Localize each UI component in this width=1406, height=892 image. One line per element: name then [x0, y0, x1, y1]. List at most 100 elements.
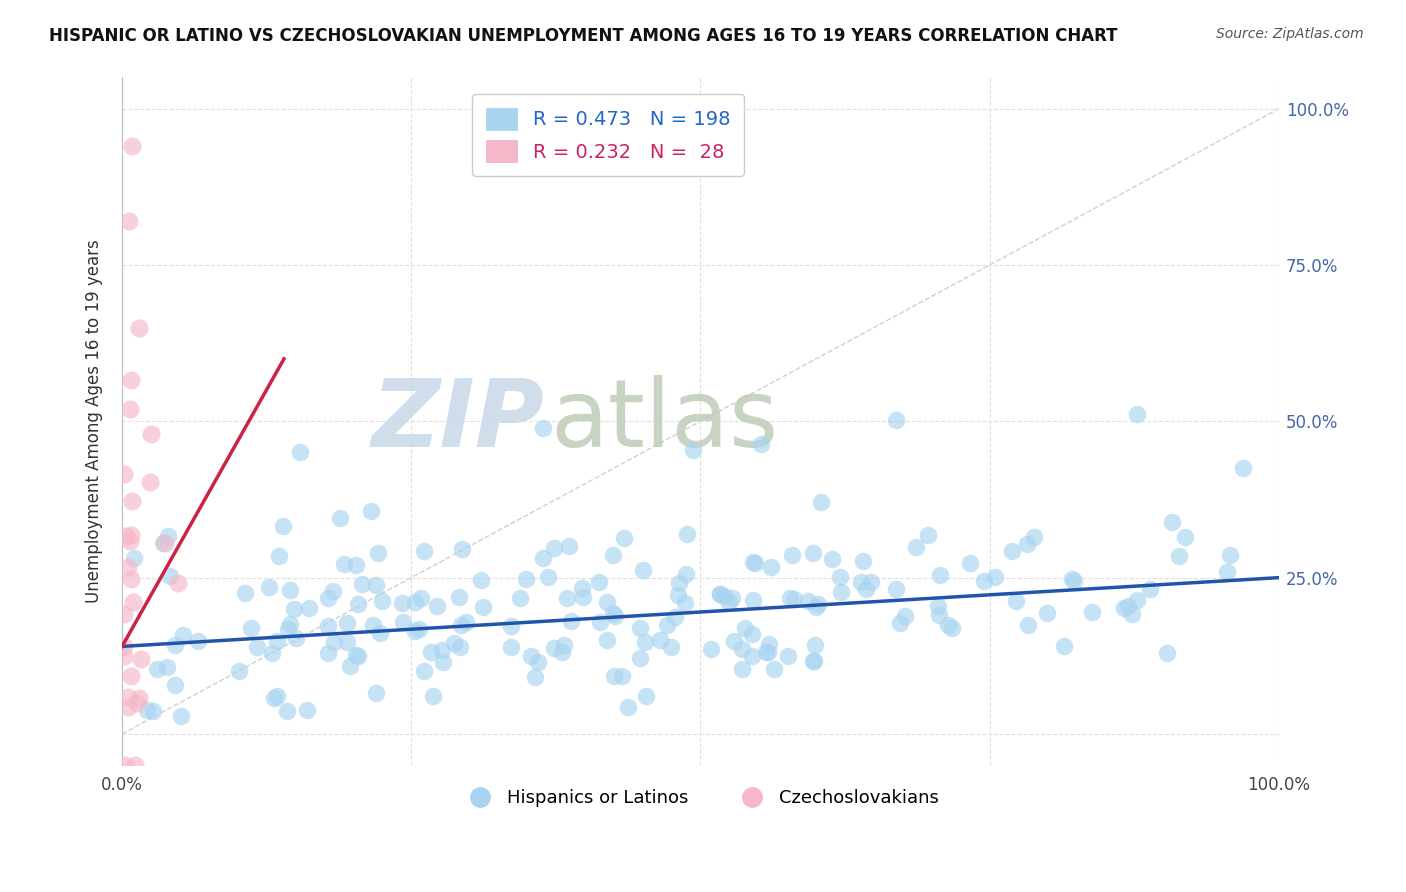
- Point: [283, 601, 305, 615]
- Point: [240, 622, 263, 636]
- Point: [276, 705, 298, 719]
- Point: [700, 642, 723, 657]
- Point: [531, 421, 554, 435]
- Point: [114, 758, 136, 772]
- Point: [135, 703, 157, 717]
- Point: [1174, 530, 1197, 544]
- Point: [1125, 592, 1147, 607]
- Point: [404, 595, 426, 609]
- Point: [412, 544, 434, 558]
- Point: [128, 320, 150, 334]
- Point: [628, 651, 651, 665]
- Point: [120, 373, 142, 387]
- Point: [758, 637, 780, 651]
- Point: [676, 526, 699, 541]
- Point: [634, 635, 657, 649]
- Point: [122, 595, 145, 609]
- Point: [713, 590, 735, 604]
- Point: [121, 139, 143, 153]
- Point: [602, 606, 624, 620]
- Point: [721, 591, 744, 605]
- Text: ZIP: ZIP: [371, 376, 544, 467]
- Point: [298, 600, 321, 615]
- Point: [780, 549, 803, 563]
- Point: [316, 591, 339, 606]
- Point: [603, 669, 626, 683]
- Point: [288, 445, 311, 459]
- Point: [152, 536, 174, 550]
- Point: [603, 608, 626, 623]
- Point: [543, 541, 565, 555]
- Point: [266, 634, 288, 648]
- Point: [344, 648, 367, 662]
- Point: [801, 654, 824, 668]
- Point: [709, 587, 731, 601]
- Point: [602, 548, 624, 562]
- Point: [322, 583, 344, 598]
- Point: [257, 580, 280, 594]
- Point: [163, 639, 186, 653]
- Point: [675, 566, 697, 581]
- Point: [128, 691, 150, 706]
- Point: [803, 639, 825, 653]
- Point: [422, 689, 444, 703]
- Point: [1161, 516, 1184, 530]
- Point: [318, 618, 340, 632]
- Point: [821, 552, 844, 566]
- Point: [163, 678, 186, 692]
- Point: [336, 635, 359, 649]
- Point: [650, 632, 672, 647]
- Point: [555, 591, 578, 605]
- Point: [558, 539, 581, 553]
- Point: [278, 616, 301, 631]
- Point: [329, 511, 352, 525]
- Point: [391, 596, 413, 610]
- Point: [741, 627, 763, 641]
- Point: [596, 633, 619, 648]
- Point: [159, 568, 181, 582]
- Point: [120, 669, 142, 683]
- Point: [664, 609, 686, 624]
- Point: [749, 437, 772, 451]
- Point: [668, 576, 690, 591]
- Point: [167, 575, 190, 590]
- Point: [959, 557, 981, 571]
- Text: Source: ZipAtlas.com: Source: ZipAtlas.com: [1216, 27, 1364, 41]
- Point: [859, 574, 882, 589]
- Text: atlas: atlas: [550, 376, 779, 467]
- Point: [744, 556, 766, 570]
- Point: [112, 607, 135, 621]
- Point: [260, 646, 283, 660]
- Point: [451, 542, 474, 557]
- Point: [571, 591, 593, 605]
- Point: [523, 670, 546, 684]
- Point: [612, 668, 634, 682]
- Point: [138, 475, 160, 490]
- Point: [520, 649, 543, 664]
- Point: [156, 529, 179, 543]
- Point: [263, 690, 285, 705]
- Point: [588, 615, 610, 630]
- Point: [741, 592, 763, 607]
- Point: [973, 574, 995, 588]
- Point: [371, 594, 394, 608]
- Point: [1017, 617, 1039, 632]
- Point: [613, 531, 636, 545]
- Point: [553, 638, 575, 652]
- Point: [1022, 530, 1045, 544]
- Point: [852, 554, 875, 568]
- Point: [117, 699, 139, 714]
- Point: [941, 621, 963, 635]
- Point: [245, 640, 267, 654]
- Point: [1004, 594, 1026, 608]
- Point: [526, 655, 548, 669]
- Point: [560, 615, 582, 629]
- Text: HISPANIC OR LATINO VS CZECHOSLOVAKIAN UNEMPLOYMENT AMONG AGES 16 TO 19 YEARS COR: HISPANIC OR LATINO VS CZECHOSLOVAKIAN UN…: [49, 27, 1118, 45]
- Point: [717, 595, 740, 609]
- Point: [501, 619, 523, 633]
- Point: [1139, 582, 1161, 596]
- Point: [889, 616, 911, 631]
- Point: [120, 528, 142, 542]
- Point: [783, 591, 806, 606]
- Point: [472, 600, 495, 615]
